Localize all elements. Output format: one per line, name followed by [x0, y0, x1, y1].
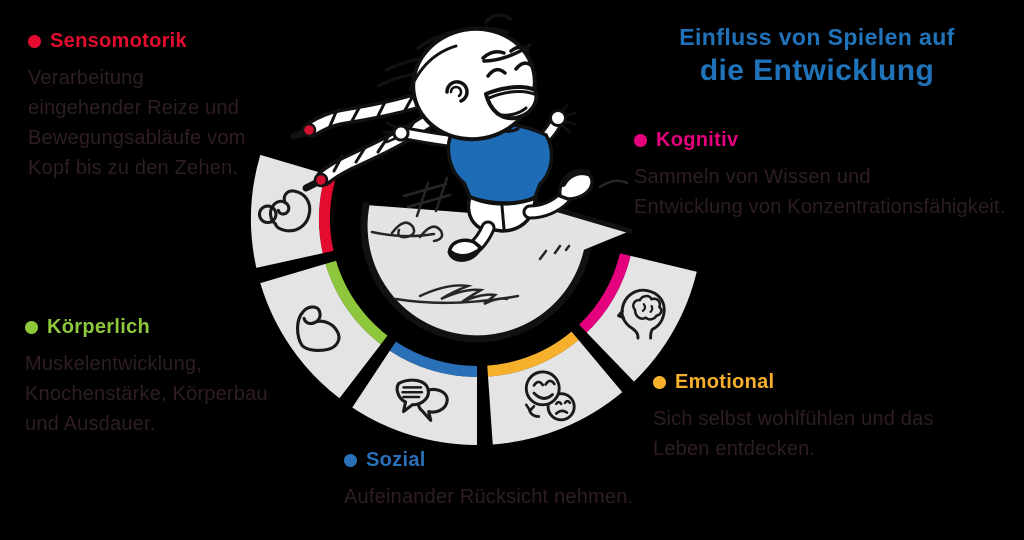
emotional-bullet-icon: [653, 376, 666, 389]
wheel-band-sensomotorik: [319, 174, 337, 254]
hair-sweep: [408, 44, 458, 92]
wheel-band-kognitiv: [579, 253, 631, 333]
closed-eye: [514, 61, 534, 71]
ground-wedge: [538, 204, 630, 266]
running-child-illustration: [290, 13, 594, 262]
section-emotional: Emotional Sich selbst wohlfühlen und das…: [653, 371, 934, 464]
section-sensomotorik: Sensomotorik Verarbeitung eingehender Re…: [28, 30, 245, 183]
left-leg: [447, 220, 496, 262]
kognitiv-description: Sammeln von Wissen und Entwicklung von K…: [634, 166, 1006, 218]
page-title: Einfluss von Spielen auf die Entwicklung: [650, 24, 984, 88]
eyebrow: [509, 45, 530, 53]
title-line-1: Einfluss von Spielen auf: [679, 24, 955, 50]
sensomotorik-label: Sensomotorik: [50, 30, 187, 52]
koerperlich-bullet-icon: [25, 321, 38, 334]
koerperlich-label: Körperlich: [47, 316, 151, 338]
hair-tie: [313, 172, 329, 188]
emotional-label: Emotional: [675, 371, 775, 393]
ground-sketch-lines: [370, 176, 629, 306]
wheel-band-koerperlich: [325, 260, 388, 345]
wheel-band-sozial: [389, 341, 477, 377]
koerperlich-description: Muskelentwicklung, Knochenstärke, Körper…: [25, 353, 268, 435]
ear: [445, 80, 469, 103]
wheel-group: [251, 154, 697, 445]
smiling-mouth: [484, 85, 539, 121]
sensomotorik-description: Verarbeitung eingehender Reize und Beweg…: [28, 67, 246, 179]
kognitiv-label: Kognitiv: [656, 129, 739, 151]
braid-upper: [290, 87, 441, 140]
kognitiv-bullet-icon: [634, 134, 647, 147]
wheel-segment-koerperlich: [260, 263, 381, 399]
section-sozial: Sozial Aufeinander Rücksicht nehmen.: [344, 449, 633, 512]
closed-eye: [486, 67, 507, 78]
right-leg: [522, 169, 594, 220]
emotional-description: Sich selbst wohlfühlen und das Leben ent…: [653, 408, 934, 460]
hair-tuft: [484, 13, 512, 24]
section-koerperlich: Körperlich Muskelentwicklung, Knochenstä…: [25, 316, 268, 439]
sozial-bullet-icon: [344, 454, 357, 467]
hair-sweep: [416, 26, 510, 50]
hair-tie: [301, 122, 317, 138]
title-line-2: die Entwicklung: [699, 54, 935, 87]
eyebrow: [481, 50, 506, 60]
head: [408, 13, 539, 142]
sensomotorik-bullet-icon: [28, 35, 41, 48]
wheel-band-emotional: [487, 331, 579, 377]
sozial-description: Aufeinander Rücksicht nehmen.: [344, 486, 634, 508]
section-kognitiv: Kognitiv Sammeln von Wissen und Entwickl…: [634, 129, 1006, 222]
sozial-label: Sozial: [366, 449, 426, 471]
